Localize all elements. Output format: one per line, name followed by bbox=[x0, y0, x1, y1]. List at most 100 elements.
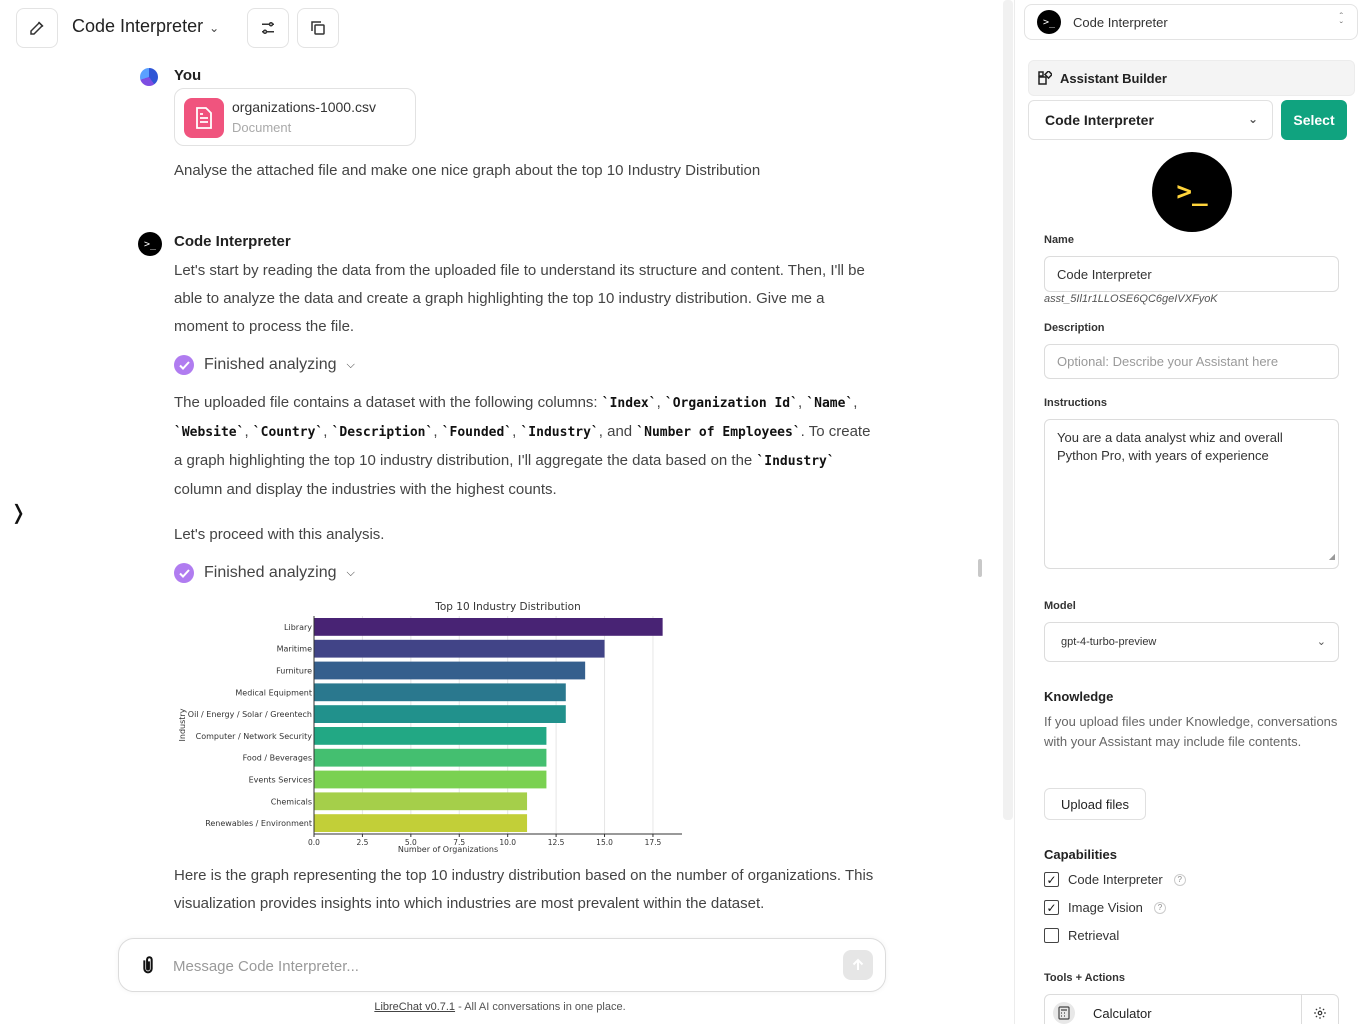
select-button[interactable]: Select bbox=[1281, 100, 1347, 140]
arrow-up-icon bbox=[852, 958, 864, 970]
chart-bar bbox=[314, 770, 547, 789]
file-name: organizations-1000.csv bbox=[232, 99, 376, 115]
chart-bar bbox=[314, 639, 605, 658]
industry-chart: Library Maritime Furniture Medical Equipmen… bbox=[178, 601, 682, 854]
chart-bar bbox=[314, 683, 566, 702]
file-attachment[interactable]: organizations-1000.csv Document bbox=[174, 88, 416, 146]
chart-category-label: Library bbox=[284, 623, 312, 632]
chart-x-label: Number of Organizations bbox=[398, 845, 498, 854]
chart-x-tick-label: 5.0 bbox=[405, 838, 417, 847]
status-label: Finished analyzing bbox=[204, 564, 337, 581]
model-select[interactable]: gpt-4-turbo-preview ⌄ bbox=[1044, 622, 1339, 662]
model-value: gpt-4-turbo-preview bbox=[1061, 636, 1157, 648]
capability-retrieval[interactable]: Retrieval bbox=[1044, 928, 1119, 943]
tools-title: Tools + Actions bbox=[1044, 972, 1125, 984]
assistant-id: asst_5Il1r1LLOSE6QC6geIVXFyoK bbox=[1044, 293, 1218, 305]
resize-handle[interactable] bbox=[978, 559, 982, 577]
checkbox-checked[interactable]: ✓ bbox=[1044, 900, 1059, 915]
assistant-proceed: Let's proceed with this analysis. bbox=[174, 526, 385, 543]
chart-bar bbox=[314, 727, 547, 745]
footer-text: - All AI conversations in one place. bbox=[455, 1001, 626, 1013]
code-col: `Organization Id` bbox=[664, 396, 798, 411]
send-button[interactable] bbox=[843, 950, 873, 980]
status-finished-1[interactable]: Finished analyzing ⌵ bbox=[174, 355, 355, 375]
capability-label: Retrieval bbox=[1068, 928, 1120, 943]
message-input[interactable] bbox=[173, 951, 813, 981]
edit-icon bbox=[30, 21, 44, 35]
user-avatar bbox=[140, 68, 158, 86]
status-finished-2[interactable]: Finished analyzing ⌵ bbox=[174, 563, 355, 583]
code-col: `Name` bbox=[806, 396, 854, 411]
assistant-name: Code Interpreter bbox=[174, 233, 291, 250]
user-name: You bbox=[174, 67, 202, 84]
gear-icon[interactable] bbox=[1301, 995, 1338, 1024]
chart-x-tick-label: 2.5 bbox=[356, 838, 368, 847]
model-selector[interactable]: Code Interpreter ⌄ bbox=[72, 16, 219, 37]
status-label: Finished analyzing bbox=[204, 356, 337, 373]
code-col: `Index` bbox=[601, 396, 657, 411]
tool-label: Calculator bbox=[1093, 1005, 1152, 1021]
code-col: `Country` bbox=[252, 425, 324, 440]
assistant-avatar-large[interactable]: >_ bbox=[1152, 152, 1232, 232]
code-col: `Industry` bbox=[756, 454, 835, 469]
assistant-avatar: >_ bbox=[138, 232, 162, 256]
chart-category-label: Food / Beverages bbox=[243, 754, 312, 763]
assistant-summary: Here is the graph representing the top 1… bbox=[174, 867, 874, 912]
capability-code-interpreter[interactable]: ✓ Code Interpreter ? bbox=[1044, 872, 1186, 887]
builder-header: Assistant Builder bbox=[1028, 60, 1355, 96]
help-icon[interactable]: ? bbox=[1153, 901, 1166, 914]
top-bar: Code Interpreter ⌄ bbox=[0, 0, 1000, 56]
resize-grip-icon[interactable]: ◢ bbox=[1328, 552, 1335, 561]
name-field[interactable]: Code Interpreter bbox=[1044, 256, 1339, 292]
chart-bar bbox=[314, 618, 663, 636]
page-title: Code Interpreter bbox=[72, 16, 204, 36]
file-type: Document bbox=[232, 120, 292, 135]
version-link[interactable]: LibreChat v0.7.1 bbox=[374, 1001, 456, 1013]
chart-x-tick-label: 15.0 bbox=[596, 838, 613, 847]
chart-y-label: Industry bbox=[178, 708, 187, 741]
tool-calculator[interactable]: Calculator bbox=[1044, 994, 1339, 1024]
assistant-dropdown[interactable]: Code Interpreter ⌄ bbox=[1028, 100, 1273, 140]
capability-image-vision[interactable]: ✓ Image Vision ? bbox=[1044, 900, 1166, 915]
chart-x-tick-label: 17.5 bbox=[645, 838, 662, 847]
footer: LibreChat v0.7.1 - All AI conversations … bbox=[0, 1001, 1000, 1013]
check-icon bbox=[174, 355, 194, 375]
help-icon[interactable]: ? bbox=[1173, 873, 1186, 886]
chart-bar bbox=[314, 748, 547, 767]
paperclip-icon[interactable] bbox=[137, 954, 159, 981]
assistant-switcher-label: Code Interpreter bbox=[1073, 14, 1168, 30]
copy-icon bbox=[311, 21, 325, 35]
expand-sidebar-icon[interactable]: ❭ bbox=[10, 502, 27, 524]
chat-scrollbar[interactable] bbox=[1003, 0, 1013, 820]
chart-bar bbox=[314, 705, 566, 723]
description-field[interactable]: Optional: Describe your Assistant here bbox=[1044, 344, 1339, 379]
chevron-down-icon: ⌄ bbox=[1247, 112, 1258, 126]
chevron-down-icon: ⌵ bbox=[346, 566, 355, 579]
chart-x-tick-label: 12.5 bbox=[548, 838, 565, 847]
document-icon bbox=[184, 98, 224, 138]
chart-category-label: Renewables / Environment bbox=[205, 819, 312, 828]
blocks-icon bbox=[1038, 71, 1052, 85]
chart-category-label: Maritime bbox=[277, 645, 312, 654]
instructions-text: You are a data analyst whiz and overall … bbox=[1057, 430, 1283, 463]
sliders-icon bbox=[262, 22, 274, 34]
instructions-field[interactable]: You are a data analyst whiz and overall … bbox=[1044, 419, 1339, 569]
capability-label: Code Interpreter bbox=[1068, 872, 1163, 887]
columns-and: , and bbox=[598, 423, 637, 440]
upload-files-button[interactable]: Upload files bbox=[1044, 788, 1146, 820]
assistant-columns: The uploaded file contains a dataset wit… bbox=[174, 394, 871, 498]
checkbox-checked[interactable]: ✓ bbox=[1044, 872, 1059, 887]
chart-x-tick-label: 10.0 bbox=[499, 838, 516, 847]
new-chat-button[interactable] bbox=[16, 8, 58, 48]
chart-category-label: Chemicals bbox=[271, 797, 312, 806]
checkbox-unchecked[interactable] bbox=[1044, 928, 1059, 943]
assistant-intro: Let's start by reading the data from the… bbox=[174, 262, 865, 335]
settings-button[interactable] bbox=[247, 8, 289, 48]
code-col: `Founded` bbox=[441, 425, 513, 440]
chart-category-label: Furniture bbox=[276, 667, 312, 676]
chart-title: Top 10 Industry Distribution bbox=[434, 601, 581, 613]
copy-button[interactable] bbox=[297, 8, 339, 48]
chart-category-label: Oil / Energy / Solar / Greentech bbox=[188, 710, 312, 719]
